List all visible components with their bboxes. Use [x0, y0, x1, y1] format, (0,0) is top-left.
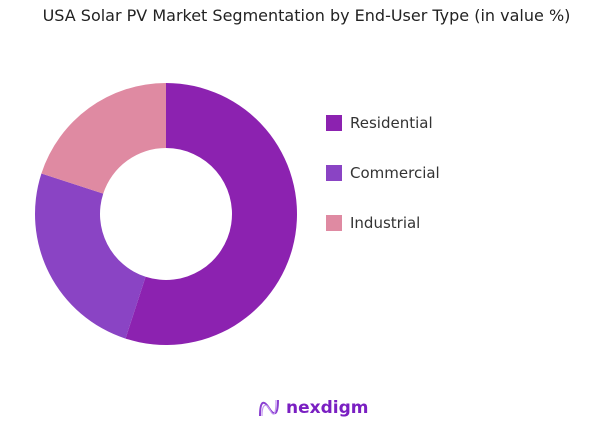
- legend-item-commercial: Commercial: [326, 164, 440, 182]
- legend-swatch: [326, 165, 342, 181]
- legend-swatch: [326, 215, 342, 231]
- legend-item-residential: Residential: [326, 114, 433, 132]
- legend-swatch: [326, 115, 342, 131]
- legend-label: Commercial: [350, 164, 440, 182]
- legend-label: Residential: [350, 114, 433, 132]
- legend-label: Industrial: [350, 214, 421, 232]
- brand-name: nexdigm: [286, 398, 369, 418]
- slice-industrial: [41, 83, 166, 194]
- logo-wave-icon: [259, 399, 279, 417]
- legend-item-industrial: Industrial: [326, 214, 420, 232]
- slice-residential: [125, 83, 298, 346]
- slice-commercial: [35, 173, 146, 339]
- nexdigm-logo: nexdigm: [258, 398, 368, 418]
- chart-title: USA Solar PV Market Segmentation by End-…: [42, 6, 571, 25]
